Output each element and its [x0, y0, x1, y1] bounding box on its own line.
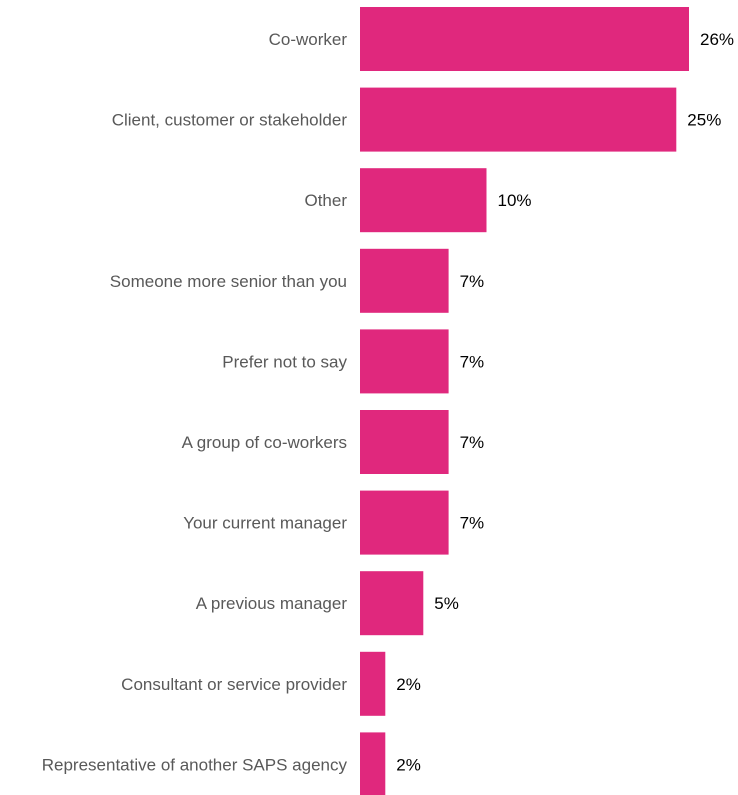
bar-4 [360, 329, 449, 394]
category-label-9: Representative of another SAPS agency [42, 755, 348, 774]
bar-7 [360, 571, 424, 636]
value-label-7: 5% [434, 594, 459, 613]
bar-6 [360, 490, 449, 555]
value-label-0: 26% [700, 30, 734, 49]
category-label-0: Co-worker [269, 30, 348, 49]
value-label-1: 25% [687, 111, 721, 130]
category-label-4: Prefer not to say [222, 352, 347, 371]
value-label-9: 2% [396, 755, 421, 774]
value-label-5: 7% [460, 433, 485, 452]
value-label-3: 7% [460, 272, 485, 291]
bar-5 [360, 410, 449, 474]
bar-9 [360, 732, 386, 795]
value-label-6: 7% [460, 514, 485, 533]
category-label-7: A previous manager [196, 594, 348, 613]
value-label-2: 10% [498, 191, 532, 210]
bar-2 [360, 168, 487, 233]
value-label-8: 2% [396, 675, 421, 694]
value-labels-group: 26% 25% 10% 7% 7% 7% 7% 5% 2% 2% [396, 30, 734, 774]
category-labels-group: Co-worker Client, customer or stakeholder… [42, 30, 348, 774]
bar-1 [360, 87, 677, 152]
category-label-1: Client, customer or stakeholder [112, 111, 348, 130]
category-label-5: A group of co-workers [182, 433, 347, 452]
value-label-4: 7% [460, 352, 485, 371]
bars-group [360, 7, 689, 795]
bar-3 [360, 248, 449, 313]
bar-0 [360, 7, 689, 71]
bar-8 [360, 651, 386, 716]
category-label-8: Consultant or service provider [121, 675, 347, 694]
category-label-3: Someone more senior than you [110, 272, 347, 291]
category-label-6: Your current manager [183, 514, 347, 533]
category-label-2: Other [304, 191, 347, 210]
